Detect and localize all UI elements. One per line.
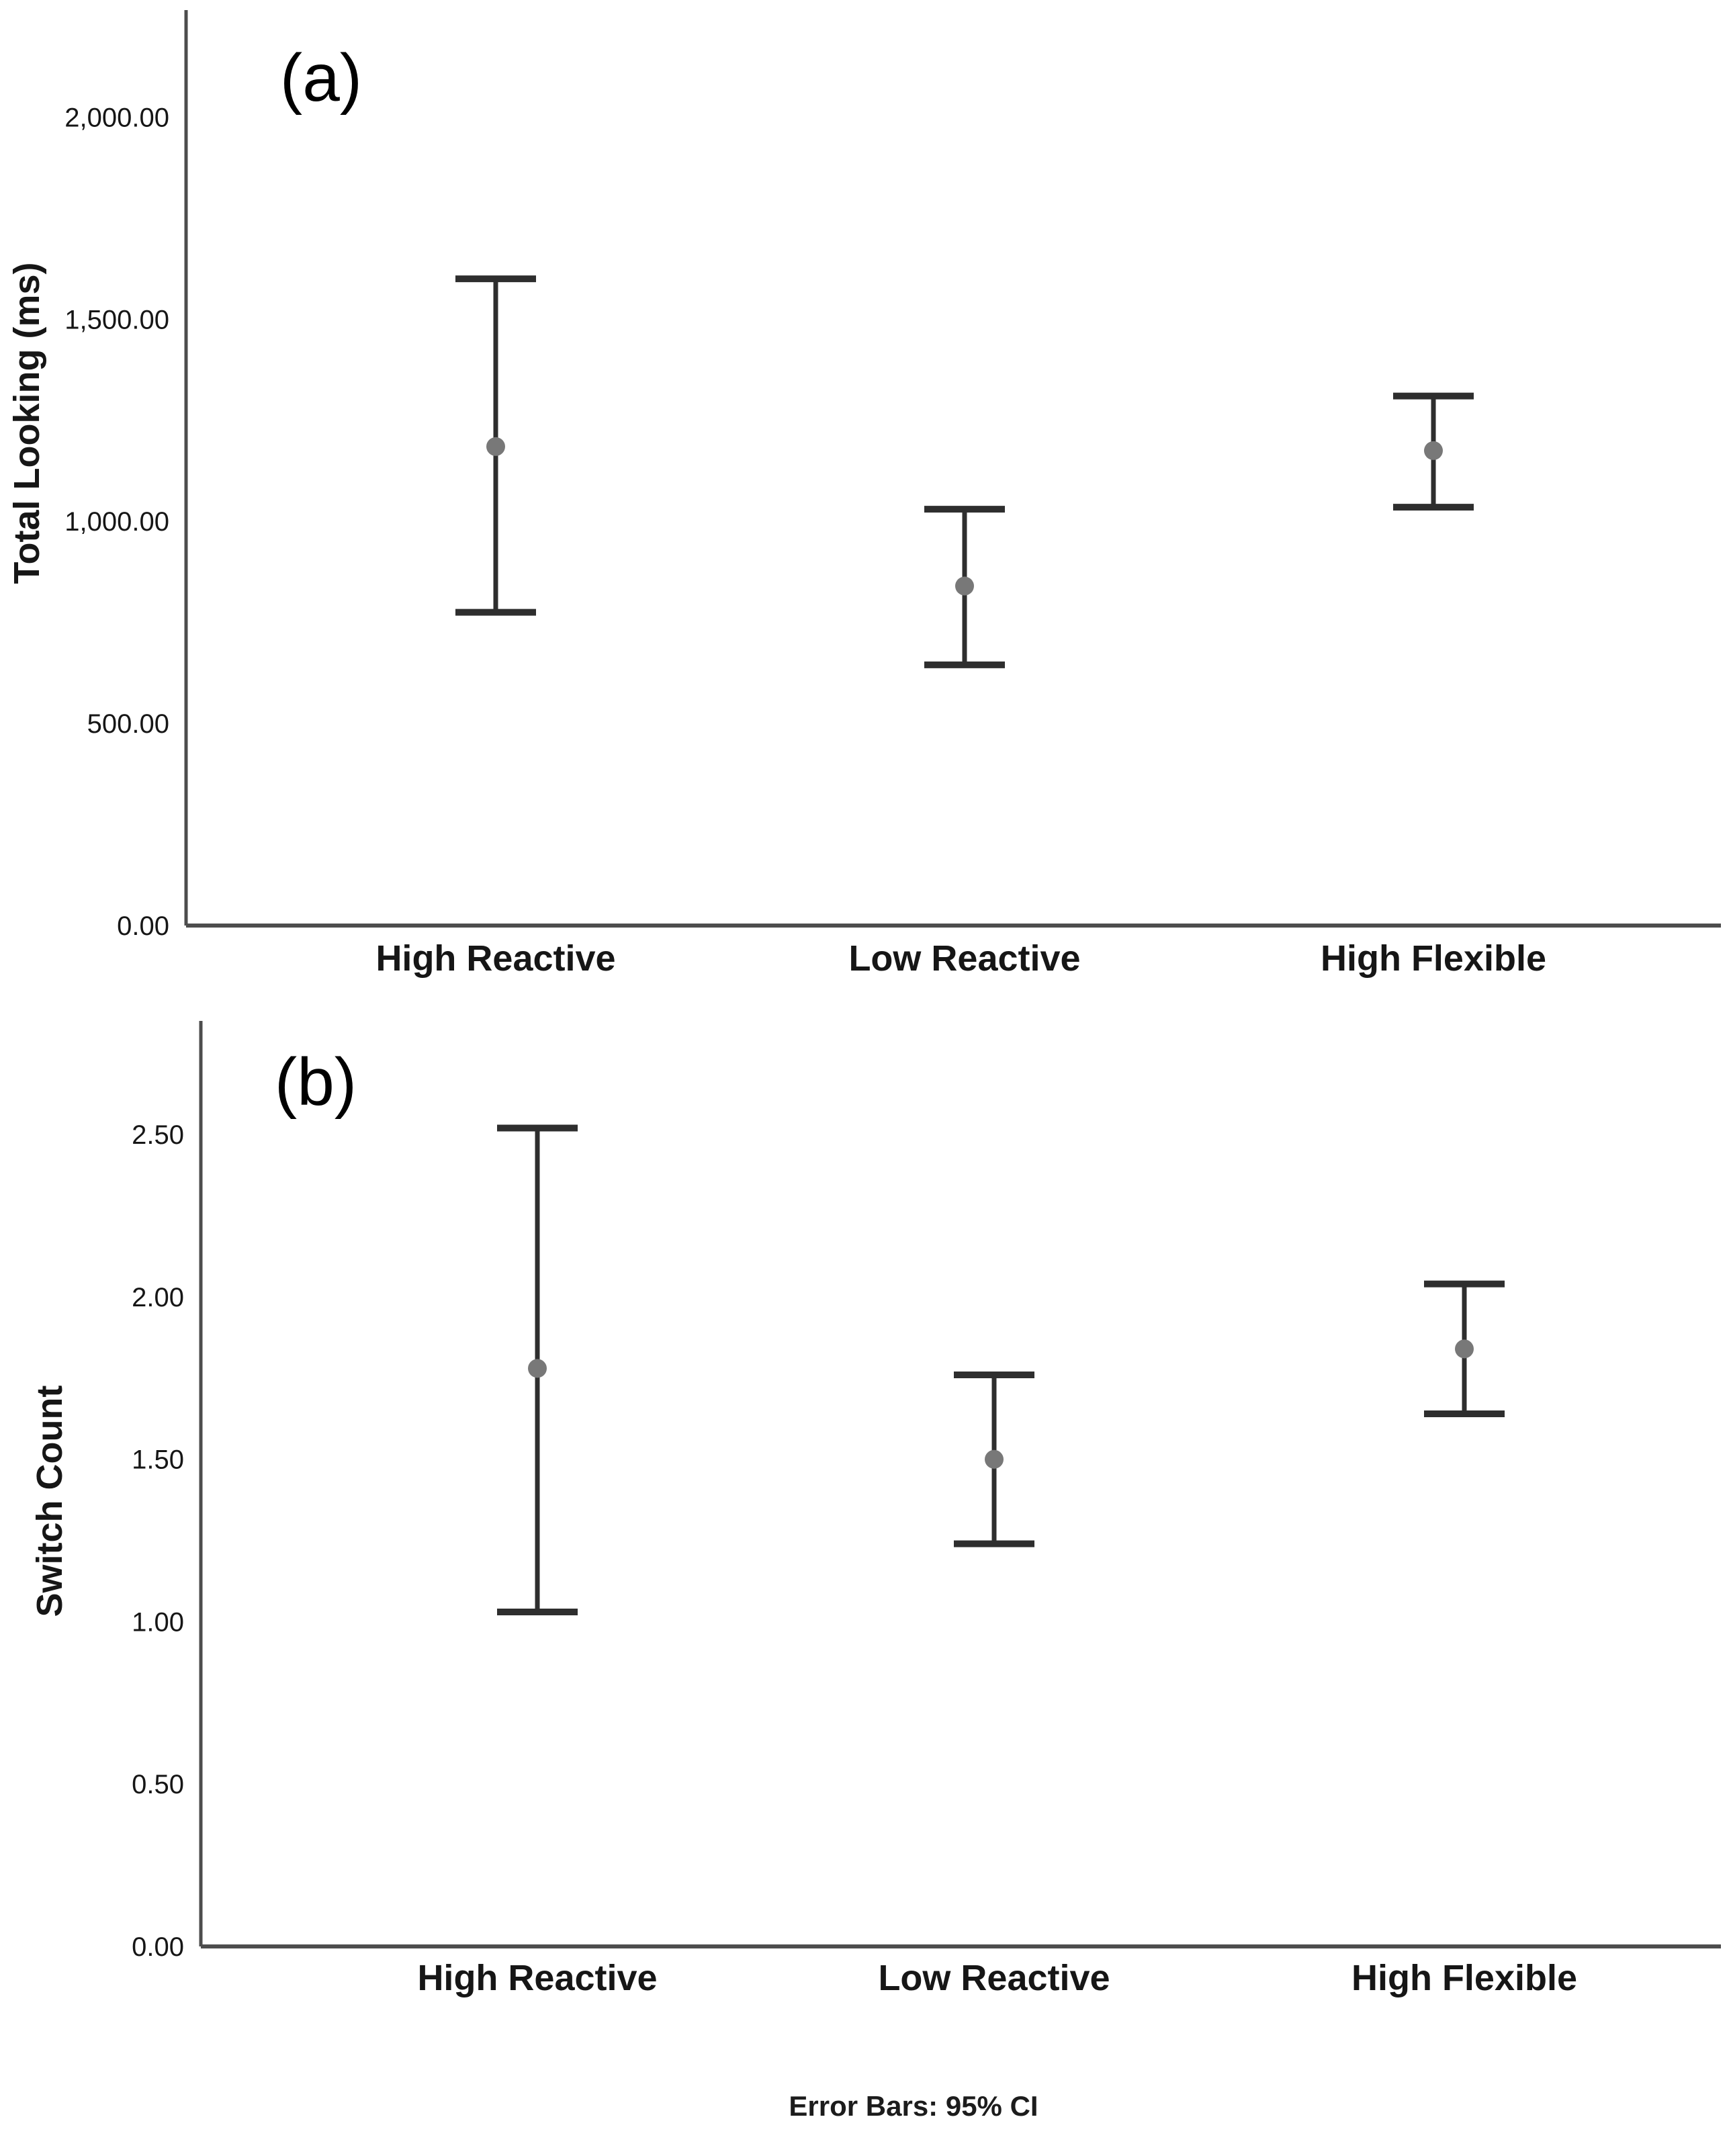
chart-panel-b: 0.00 0.50 1.00 1.50 2.00 2.50 High Reactive Low… — [30, 1021, 1721, 1998]
y-axis-title: Total Looking (ms) — [7, 263, 47, 584]
mean-dot — [955, 576, 974, 596]
category-label: Low Reactive — [878, 1958, 1110, 1998]
category-label: High Flexible — [1351, 1958, 1577, 1998]
y-tick-label: 0.00 — [132, 1932, 184, 1962]
y-tick-label: 1,000.00 — [64, 507, 169, 537]
mean-dot — [1424, 441, 1443, 460]
y-tick-label: 0.50 — [132, 1770, 184, 1799]
y-tick-label: 2.00 — [132, 1283, 184, 1312]
error-bars-note: Error Bars: 95% CI — [789, 2090, 1038, 2122]
category-label: High Flexible — [1321, 938, 1546, 979]
category-label: Low Reactive — [848, 938, 1080, 979]
category-label: High Reactive — [375, 938, 615, 979]
y-tick-label: 0.00 — [117, 911, 169, 941]
mean-dot — [985, 1449, 1004, 1469]
panel-label: (b) — [275, 1044, 357, 1120]
mean-dot — [528, 1359, 547, 1378]
y-tick-label: 2.50 — [132, 1120, 184, 1150]
y-tick-label: 1.00 — [132, 1607, 184, 1637]
y-axis-title: Switch Count — [30, 1386, 70, 1617]
panel-label: (a) — [280, 40, 362, 116]
mean-dot — [486, 437, 505, 456]
y-tick-label: 2,000.00 — [64, 103, 169, 132]
mean-dot — [1455, 1339, 1474, 1359]
y-tick-label: 1.50 — [132, 1445, 184, 1475]
y-tick-label: 500.00 — [87, 709, 169, 739]
chart-panel-a: 0.00 500.00 1,000.00 1,500.00 2,000.00 High R… — [7, 10, 1721, 979]
category-label: High Reactive — [417, 1958, 657, 1998]
y-tick-label: 1,500.00 — [64, 305, 169, 334]
